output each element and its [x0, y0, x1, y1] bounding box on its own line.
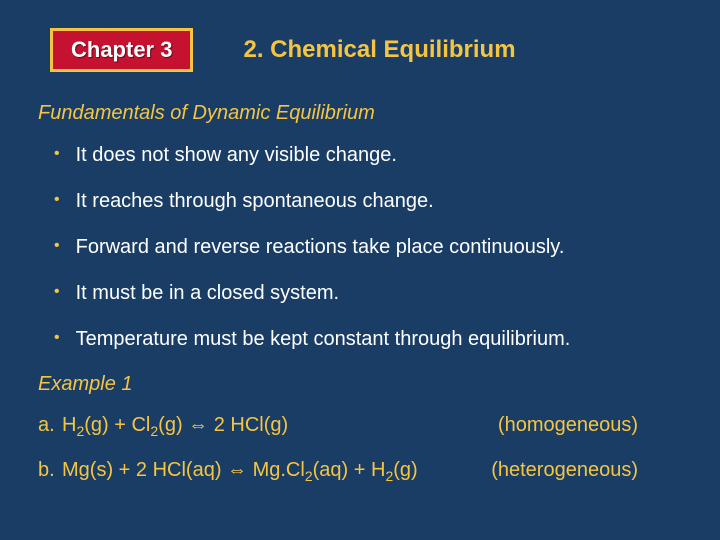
equation-body: H2(g) + Cl2(g) ⇔ 2 HCl(g) [62, 414, 288, 439]
chapter-badge: Chapter 3 [50, 28, 193, 72]
example-label: Example 1 [38, 373, 720, 396]
header-row: Chapter 3 2. Chemical Equilibrium [0, 0, 720, 72]
bullet-item: • It reaches through spontaneous change. [54, 189, 720, 213]
bullet-item: • It does not show any visible change. [54, 143, 720, 167]
bullet-text: It must be in a closed system. [76, 281, 339, 305]
bullet-list: • It does not show any visible change. •… [54, 143, 720, 351]
bullet-item: • Forward and reverse reactions take pla… [54, 235, 720, 259]
bullet-dot-icon: • [54, 235, 60, 257]
equation-letter: a. [38, 414, 62, 437]
bullet-dot-icon: • [54, 143, 60, 165]
bullet-item: • Temperature must be kept constant thro… [54, 327, 720, 351]
equation-letter: b. [38, 459, 62, 482]
equation-row: b. Mg(s) + 2 HCl(aq) ⇔ Mg.Cl2(aq) + H2(g… [38, 459, 720, 484]
bullet-text: It does not show any visible change. [76, 143, 397, 167]
equation-wrapper: a. H2(g) + Cl2(g) ⇔ 2 HCl(g) (homogeneou… [38, 414, 678, 439]
subtitle: Fundamentals of Dynamic Equilibrium [38, 102, 720, 125]
equation-body: Mg(s) + 2 HCl(aq) ⇔ Mg.Cl2(aq) + H2(g) [62, 459, 418, 484]
bullet-dot-icon: • [54, 281, 60, 303]
bullet-text: Temperature must be kept constant throug… [76, 327, 571, 351]
bullet-text: Forward and reverse reactions take place… [76, 235, 565, 259]
bullet-item: • It must be in a closed system. [54, 281, 720, 305]
bullet-text: It reaches through spontaneous change. [76, 189, 434, 213]
equation-wrapper: b. Mg(s) + 2 HCl(aq) ⇔ Mg.Cl2(aq) + H2(g… [38, 459, 678, 484]
chapter-label: Chapter 3 [71, 37, 172, 62]
slide-title: 2. Chemical Equilibrium [243, 36, 515, 64]
bullet-dot-icon: • [54, 189, 60, 211]
equation-type: (homogeneous) [498, 414, 678, 437]
bullet-dot-icon: • [54, 327, 60, 349]
equation-row: a. H2(g) + Cl2(g) ⇔ 2 HCl(g) (homogeneou… [38, 414, 720, 439]
equation-type: (heterogeneous) [491, 459, 678, 482]
